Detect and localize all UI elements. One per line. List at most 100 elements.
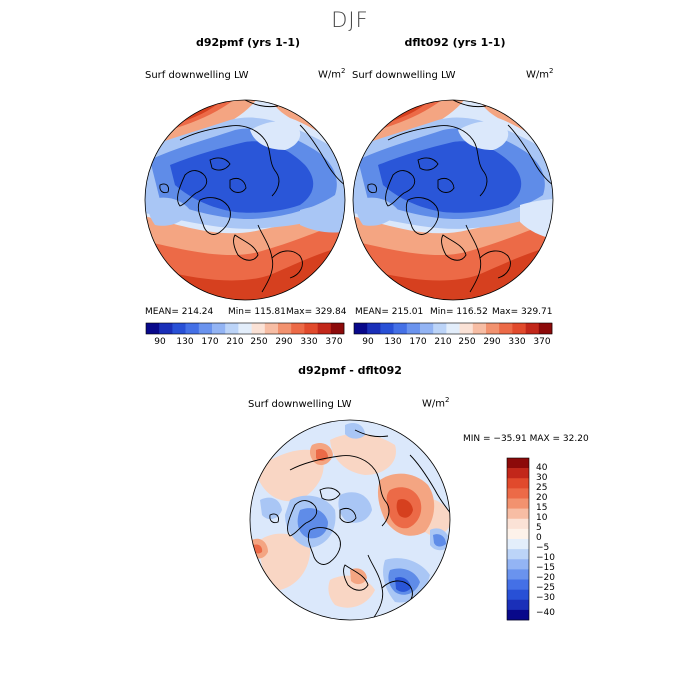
colorbar-1-tick: 370 [325, 337, 343, 347]
colorbar-2-tick: 290 [483, 337, 501, 347]
map-panel-2 [353, 100, 553, 300]
colorbar-cell [507, 528, 529, 540]
diff-variable: Surf downwelling LW [248, 399, 352, 410]
colorbar-panel-2 [353, 322, 553, 335]
colorbar-cell [512, 323, 526, 334]
colorbar-cell [507, 549, 529, 560]
colorbar-1-tick: 330 [300, 337, 318, 347]
diff-colorbar-tick: 15 [536, 503, 548, 513]
colorbar-frame [145, 322, 345, 335]
panel-2-min: Min= 116.52 [430, 307, 488, 317]
colorbar-1-tick: 250 [250, 337, 268, 347]
colorbar-cell [459, 323, 474, 334]
colorbar-cell [291, 323, 305, 334]
colorbar-2-tick: 370 [533, 337, 551, 347]
colorbar-cell [185, 323, 200, 334]
diff-colorbar-tick: −20 [536, 573, 555, 583]
colorbar-panel-1 [145, 322, 345, 335]
map-panel-1 [145, 100, 345, 300]
panel-1-max: Max= 329.84 [286, 307, 347, 317]
colorbar-cell [486, 323, 500, 334]
colorbar-cell [225, 323, 239, 334]
colorbar-cell [304, 323, 318, 334]
colorbar-cell [251, 323, 266, 334]
colorbar-cell [507, 508, 529, 520]
diff-colorbar-tick: 5 [536, 523, 542, 533]
colorbar-cell [472, 323, 487, 334]
colorbar-cell [507, 498, 529, 509]
diff-colorbar-tick: 25 [536, 483, 548, 493]
colorbar-cell [198, 323, 213, 334]
colorbar-2-tick: 330 [508, 337, 526, 347]
colorbar-cell [507, 559, 529, 570]
colorbar-cell [354, 323, 368, 334]
colorbar-frame [506, 457, 530, 621]
colorbar-2-tick: 130 [384, 337, 402, 347]
panel-2-variable: Surf downwelling LW [352, 70, 456, 81]
colorbar-2-tick: 210 [434, 337, 452, 347]
colorbar-cell [212, 323, 226, 334]
diff-colorbar-tick: −40 [536, 608, 555, 618]
colorbar-cell [507, 478, 529, 489]
colorbar-cell [367, 323, 381, 334]
colorbar-2-tick: 250 [458, 337, 476, 347]
colorbar-cell [507, 488, 529, 499]
colorbar-cell [507, 539, 529, 550]
colorbar-cell [507, 458, 529, 469]
diff-colorbar-tick: −30 [536, 593, 555, 603]
colorbar-cell [507, 468, 529, 479]
colorbar-1-tick: 210 [226, 337, 244, 347]
colorbar-cell [146, 323, 160, 334]
colorbar-cell [380, 323, 394, 334]
panel-1-min: Min= 115.81 [228, 307, 286, 317]
main-title: DJF [331, 8, 369, 32]
colorbar-cell [525, 323, 540, 334]
colorbar-cell [420, 323, 434, 334]
diff-colorbar-tick: 20 [536, 493, 548, 503]
panel-2-max: Max= 329.71 [492, 307, 553, 317]
colorbar-cell [406, 323, 421, 334]
diff-colorbar-tick: −15 [536, 563, 555, 573]
colorbar-cell [238, 323, 252, 334]
colorbar-frame [353, 322, 553, 335]
panel-2-title: dflt092 (yrs 1-1) [404, 36, 506, 49]
colorbar-1-tick: 290 [275, 337, 293, 347]
colorbar-cell [317, 323, 332, 334]
panel-2-mean: MEAN= 215.01 [355, 307, 424, 317]
map-diff [250, 420, 450, 620]
colorbar-cell [264, 323, 279, 334]
panel-1-mean: MEAN= 214.24 [145, 307, 214, 317]
colorbar-cell [507, 589, 529, 601]
diff-colorbar-tick: −25 [536, 583, 555, 593]
colorbar-cell [507, 599, 529, 611]
colorbar-cell [507, 579, 529, 590]
colorbar-cell [499, 323, 513, 334]
colorbar-1-tick: 170 [201, 337, 219, 347]
diff-colorbar-tick: 10 [536, 513, 548, 523]
diff-title: d92pmf - dflt092 [298, 364, 402, 377]
diff-colorbar-tick: −5 [536, 543, 550, 553]
diff-colorbar-tick: 0 [536, 533, 542, 543]
colorbar-cell [433, 323, 447, 334]
colorbar-cell [172, 323, 186, 334]
colorbar-cell [538, 323, 553, 334]
diff-minmax: MIN = −35.91 MAX = 32.20 [463, 434, 589, 444]
colorbar-cell [159, 323, 173, 334]
panel-2-units: W/m2 [526, 67, 554, 81]
colorbar-2-tick: 170 [409, 337, 427, 347]
colorbar-cell [446, 323, 460, 334]
panel-1-title: d92pmf (yrs 1-1) [195, 36, 301, 49]
colorbar-2-tick: 90 [362, 337, 374, 347]
colorbar-cell [278, 323, 292, 334]
panel-1-variable: Surf downwelling LW [145, 70, 249, 81]
panel-1-units: W/m2 [318, 67, 346, 81]
colorbar-1-tick: 90 [154, 337, 166, 347]
colorbar-cell [330, 323, 345, 334]
colorbar-cell [507, 569, 529, 580]
diff-colorbar-tick: −10 [536, 553, 555, 563]
diff-colorbar-tick: 40 [536, 463, 548, 473]
diff-colorbar-tick: 30 [536, 473, 548, 483]
diff-units: W/m2 [422, 396, 450, 410]
colorbar-diff [506, 457, 530, 621]
